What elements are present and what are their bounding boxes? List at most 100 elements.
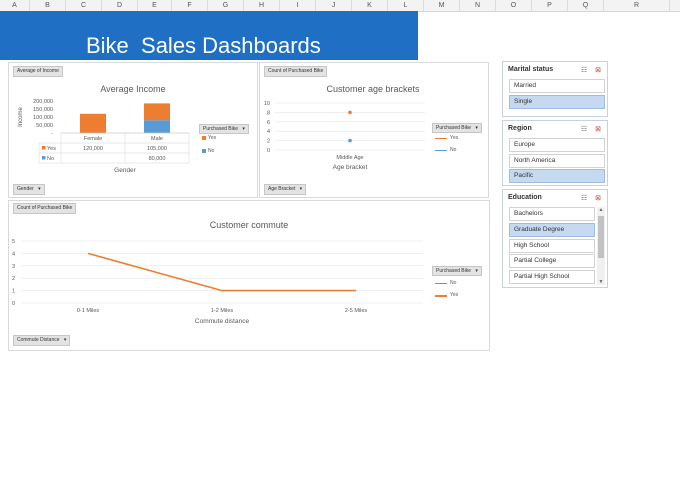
commute-field-button[interactable]: Count of Purchased Bike	[13, 203, 77, 214]
commute-chart-title: Customer commute	[209, 220, 289, 230]
scroll-down-arrow-icon[interactable]: ▼	[598, 279, 604, 285]
category-label: Male	[151, 136, 163, 142]
commute-legend-yes-line	[435, 295, 447, 297]
education-slicer-icons: ☷ ⊠	[581, 194, 601, 202]
gender-filter-label: Gender	[17, 186, 34, 192]
dropdown-arrow-icon: ▾	[63, 337, 67, 343]
y-axis-title: Income	[18, 107, 24, 127]
age-legend-no-line	[435, 150, 447, 151]
column-header-c[interactable]: C	[66, 0, 102, 11]
scrollbar-thumb[interactable]	[598, 216, 604, 258]
slicer-item-graduate-degree[interactable]: Graduate Degree	[509, 223, 595, 237]
line-yes	[87, 252, 356, 292]
column-header-q[interactable]: Q	[568, 0, 604, 11]
age-legend-button[interactable]: Purchased Bike ▾	[432, 123, 482, 133]
column-header-f[interactable]: F	[172, 0, 208, 11]
dropdown-arrow-icon: ▾	[475, 125, 478, 131]
data-label: 120,000	[83, 146, 103, 152]
commute-legend-button[interactable]: Purchased Bike ▾	[432, 266, 482, 276]
slicer-item-europe[interactable]: Europe	[509, 138, 605, 152]
clear-filter-icon[interactable]: ⊠	[595, 67, 601, 74]
column-header-k[interactable]: K	[352, 0, 388, 11]
bar-yes-male	[144, 103, 170, 121]
column-header-d[interactable]: D	[102, 0, 138, 11]
income-field-button[interactable]: Average of Income	[13, 66, 63, 77]
income-legend-yes-label: Yes	[208, 135, 217, 141]
point-yes	[348, 110, 352, 115]
slicer-item-north-america[interactable]: North America	[509, 154, 605, 168]
income-legend-no-swatch	[202, 149, 206, 153]
multi-select-icon[interactable]: ☷	[580, 195, 588, 202]
age-chart-svg: 10 8 6 4 2 0 Middle Age Age bracket	[264, 101, 425, 171]
income-legend-no-label: No	[208, 148, 215, 154]
data-label: 105,000	[147, 146, 167, 152]
column-header-h[interactable]: H	[244, 0, 280, 11]
slicer-item-high-school[interactable]: High School	[509, 239, 595, 253]
slicer-item-partial-college[interactable]: Partial College	[509, 254, 595, 268]
multi-select-icon[interactable]: ☷	[580, 67, 588, 74]
marital-slicer-icons: ☷ ⊠	[581, 66, 601, 74]
y-tick-label: 1	[12, 289, 15, 295]
income-chart-svg: 200,000 150,000 100,000 50,000 - Income Female…	[18, 99, 190, 174]
point-no	[348, 138, 352, 143]
column-header-a[interactable]: A	[0, 0, 30, 11]
commute-distance-filter-button[interactable]: Commute Distance ▾	[13, 335, 71, 346]
region-slicer[interactable]: Region ☷ ⊠ Europe North America Pacific	[502, 120, 608, 186]
age-legend-no-label: No	[450, 147, 457, 153]
table-row-label: No	[47, 156, 54, 162]
income-legend-button[interactable]: Purchased Bike ▾	[199, 124, 249, 134]
education-slicer[interactable]: Education ☷ ⊠ Bachelors Graduate Degree …	[502, 189, 608, 288]
marital-status-slicer[interactable]: Marital status ☷ ⊠ Married Single	[502, 61, 608, 117]
income-legend-title: Purchased Bike	[203, 126, 239, 132]
column-header-p[interactable]: P	[532, 0, 568, 11]
clear-filter-icon[interactable]: ⊠	[595, 126, 601, 133]
category-label: Female	[84, 136, 102, 142]
category-label: 1-2 Miles	[211, 308, 234, 314]
dropdown-arrow-icon: ▾	[475, 268, 478, 274]
commute-distance-filter-label: Commute Distance	[17, 337, 60, 343]
column-header-e[interactable]: E	[138, 0, 172, 11]
commute-chart-panel[interactable]: Count of Purchased Bike Customer commute…	[8, 200, 490, 351]
multi-select-icon[interactable]: ☷	[580, 126, 588, 133]
y-tick-label: -	[51, 131, 53, 137]
dropdown-arrow-icon: ▾	[299, 186, 303, 192]
category-label: Middle Age	[336, 155, 363, 161]
commute-field-label: Count of Purchased Bike	[17, 205, 73, 211]
age-field-button[interactable]: Count of Purchased Bike	[264, 66, 328, 77]
slicer-item-bachelors[interactable]: Bachelors	[509, 207, 595, 221]
column-header-o[interactable]: O	[496, 0, 532, 11]
clear-filter-icon[interactable]: ⊠	[595, 195, 601, 202]
slicer-item-pacific[interactable]: Pacific	[509, 169, 605, 183]
age-chart-title: Customer age brackets	[326, 84, 420, 94]
marital-status-slicer-title: Marital status	[508, 66, 554, 73]
slicer-item-single[interactable]: Single	[509, 95, 605, 109]
age-legend-yes-line	[435, 138, 447, 139]
column-header-n[interactable]: N	[460, 0, 496, 11]
age-bracket-filter-button[interactable]: Age Bracket ▾	[264, 184, 307, 195]
income-chart-panel[interactable]: Average of Income Average Income 200,000…	[8, 62, 258, 198]
category-label: 0-1 Miles	[77, 308, 100, 314]
commute-legend-no-label: No	[450, 280, 457, 286]
scroll-up-arrow-icon[interactable]: ▲	[598, 207, 604, 213]
table-legend-key	[42, 156, 46, 160]
column-header-m[interactable]: M	[424, 0, 460, 11]
commute-legend-yes-label: Yes	[450, 292, 459, 298]
slicer-item-partial-high-school[interactable]: Partial High School	[509, 270, 595, 284]
column-header-r[interactable]: R	[604, 0, 670, 11]
column-header-j[interactable]: J	[316, 0, 352, 11]
income-legend-yes-swatch	[202, 136, 206, 140]
column-header-i[interactable]: I	[280, 0, 316, 11]
age-chart-panel[interactable]: Count of Purchased Bike Customer age bra…	[259, 62, 489, 198]
y-tick-label: 50,000	[36, 123, 53, 129]
y-tick-label: 100,000	[33, 115, 53, 121]
column-header-b[interactable]: B	[30, 0, 66, 11]
column-header-l[interactable]: L	[388, 0, 424, 11]
education-scrollbar[interactable]: ▲ ▼	[597, 207, 605, 285]
gender-filter-button[interactable]: Gender ▾	[13, 184, 45, 195]
y-tick-label: 2	[12, 276, 15, 282]
y-tick-label: 3	[12, 264, 15, 270]
slicer-item-married[interactable]: Married	[509, 79, 605, 93]
x-axis-title: Gender	[114, 167, 137, 174]
column-header-g[interactable]: G	[208, 0, 244, 11]
y-tick-label: 0	[267, 148, 270, 154]
